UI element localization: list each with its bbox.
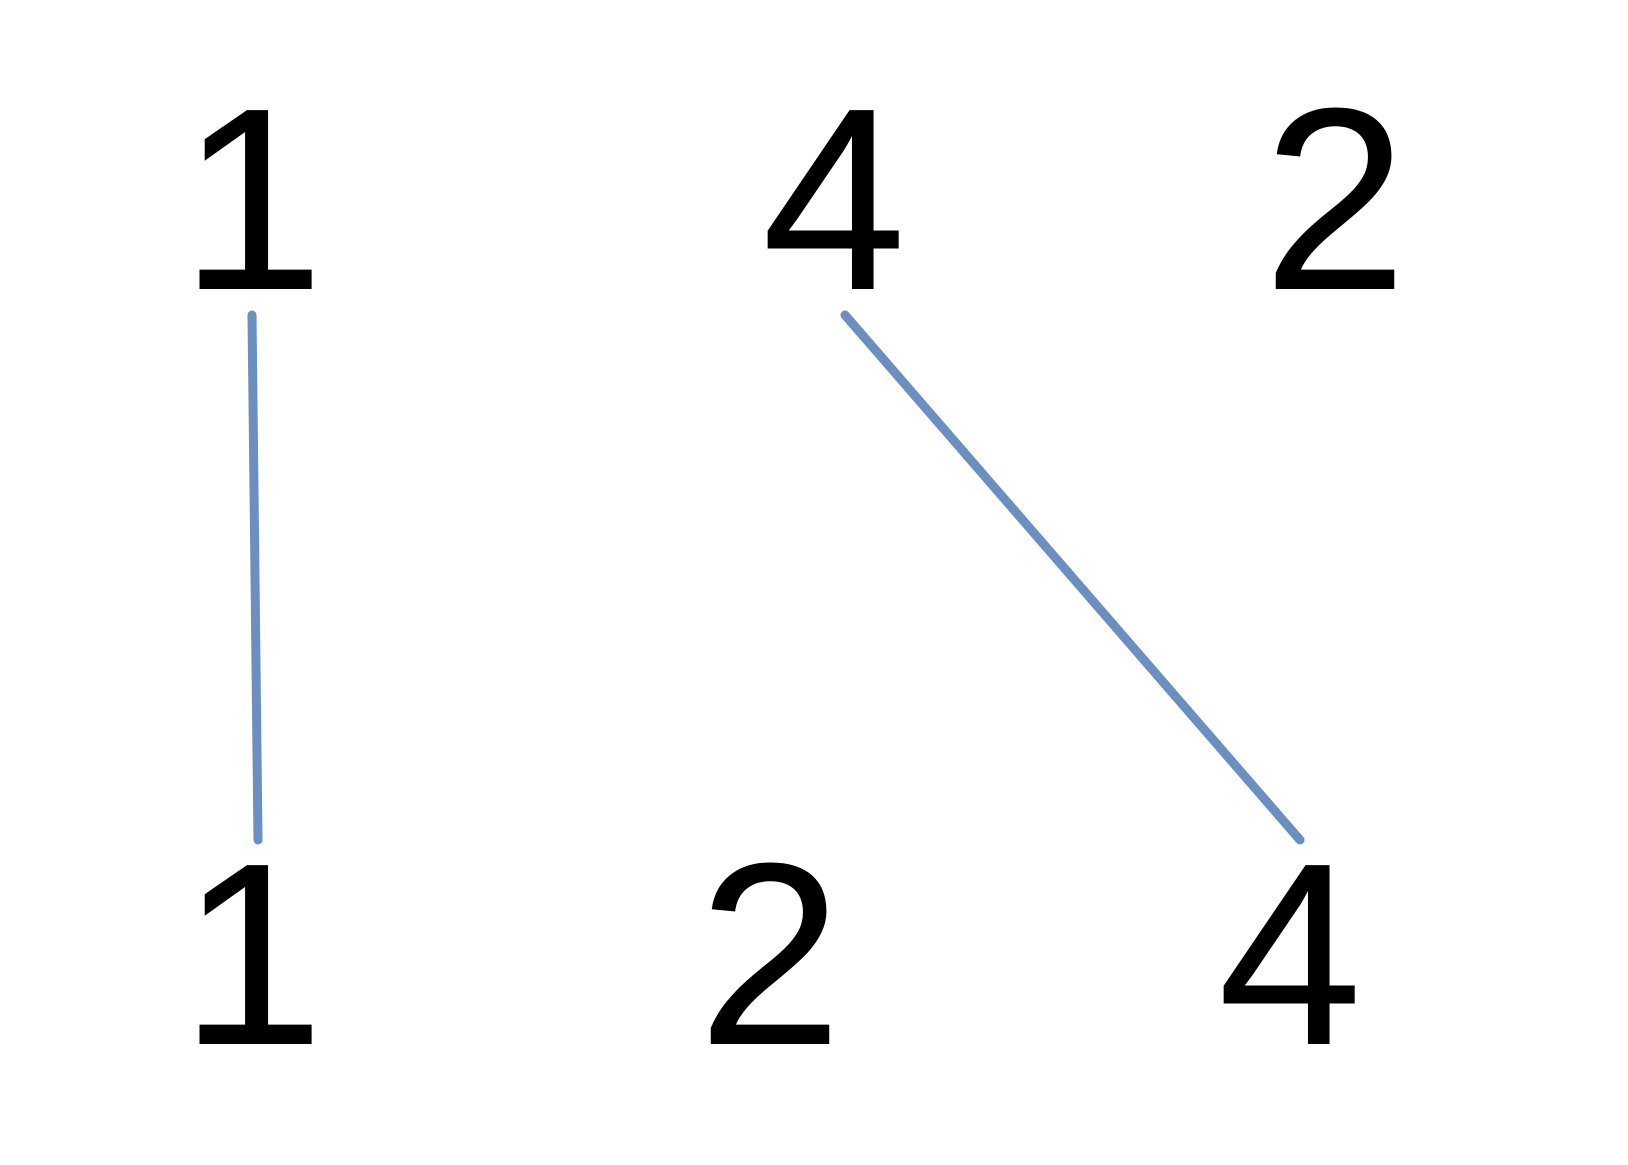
node-bottom-1: 1	[180, 825, 325, 1085]
diagram-canvas: 1 4 2 1 2 4	[0, 0, 1628, 1165]
node-top-2: 2	[1263, 70, 1408, 330]
node-bottom-2: 2	[698, 825, 843, 1085]
edge-1-to-1	[252, 315, 258, 840]
node-top-4: 4	[762, 70, 907, 330]
edge-4-to-4	[845, 315, 1300, 840]
node-top-1: 1	[180, 70, 325, 330]
node-bottom-4: 4	[1218, 825, 1363, 1085]
